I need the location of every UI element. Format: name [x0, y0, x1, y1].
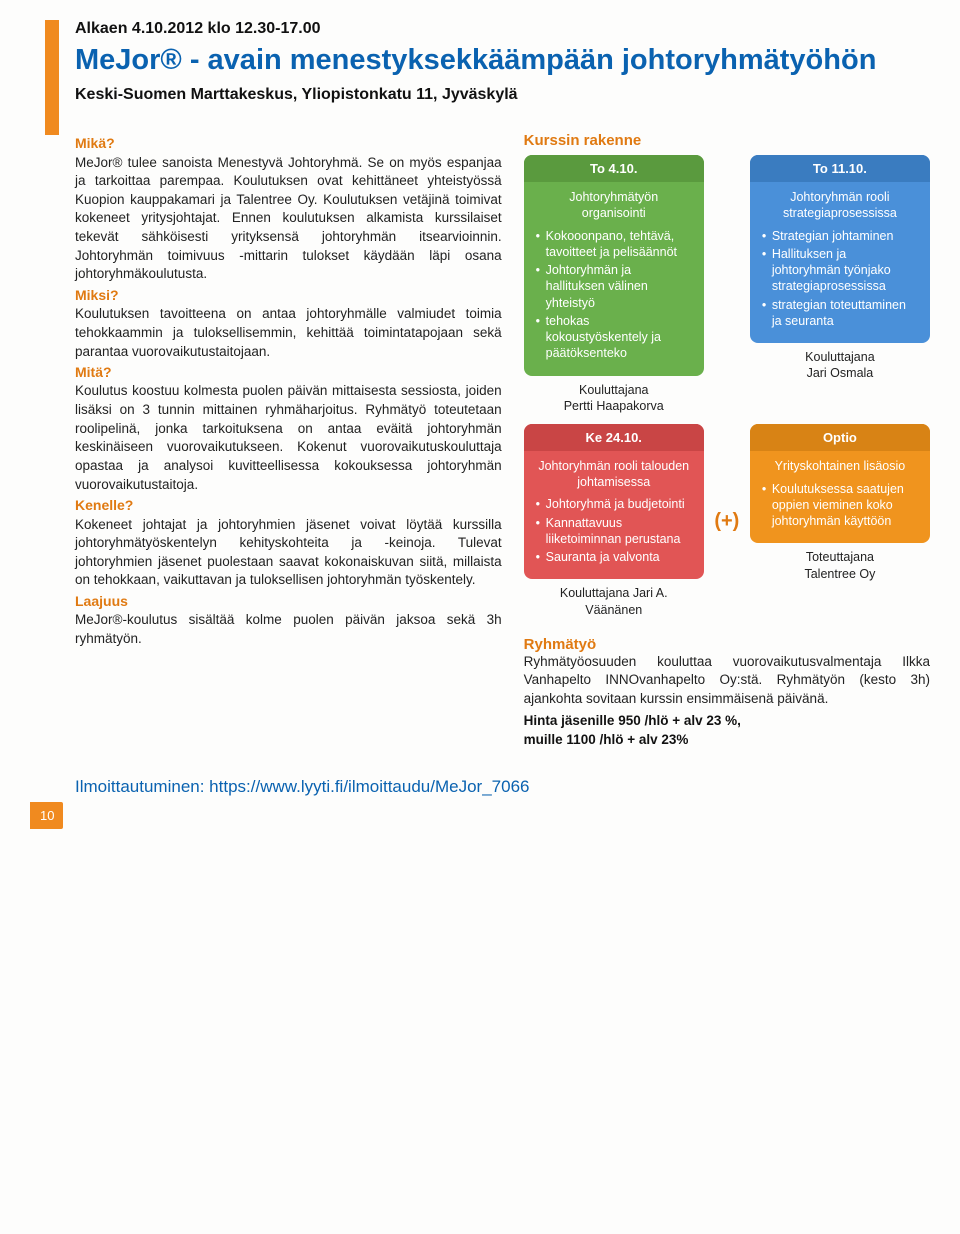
card-red-list: Johtoryhmä ja budjetointi Kannattavuus l…: [536, 496, 692, 565]
card-row-2: Ke 24.10. Johtoryhmän rooli talouden joh…: [524, 424, 930, 620]
page-title: MeJor® - avain menestyksekkäämpään johto…: [75, 42, 930, 78]
card-red-item: Johtoryhmä ja budjetointi: [536, 496, 692, 512]
card-green-item: tehokas kokoustyöskentely ja päätöksente…: [536, 313, 692, 362]
ryhmatyo-body: Ryhmätyöosuuden kouluttaa vuorovaikutusv…: [524, 653, 930, 709]
card-orange: Optio Yrityskohtainen lisäosio Koulutuks…: [750, 424, 930, 543]
accent-bar: [45, 20, 59, 135]
section-head-mita: Mitä?: [75, 363, 502, 382]
card-green-item: Kokooonpano, tehtävä, tavoitteet ja peli…: [536, 228, 692, 261]
header: Alkaen 4.10.2012 klo 12.30-17.00 MeJor® …: [75, 20, 930, 104]
card-green-header: To 4.10.: [524, 155, 704, 182]
date-line: Alkaen 4.10.2012 klo 12.30-17.00: [75, 20, 930, 38]
card-orange-footer: ToteuttajanaTalentree Oy: [750, 543, 930, 584]
card-green-list: Kokooonpano, tehtävä, tavoitteet ja peli…: [536, 228, 692, 362]
section-body-laajuus: MeJor®-koulutus sisältää kolme puolen pä…: [75, 611, 502, 648]
card-blue-body: Johtoryhmän rooli strategiaprosessissa S…: [750, 182, 930, 343]
card-row-1: To 4.10. Johtoryhmätyön organisointi Kok…: [524, 155, 930, 416]
card-orange-list: Koulutuksessa saatujen oppien vieminen k…: [762, 481, 918, 530]
card-red-footer: Kouluttajana Jari A.Väänänen: [524, 579, 704, 620]
section-head-kenelle: Kenelle?: [75, 496, 502, 515]
card-green-item: Johtoryhmän ja hallituksen välinen yhtei…: [536, 262, 692, 311]
card-blue-item: Hallituksen ja johtoryhmän työnjako stra…: [762, 246, 918, 295]
price-line-2: muille 1100 /hlö + alv 23%: [524, 732, 930, 747]
card-blue-item: strategian toteuttaminen ja seuranta: [762, 297, 918, 330]
ryhmatyo-heading: Ryhmätyö: [524, 636, 930, 653]
card-col-red: Ke 24.10. Johtoryhmän rooli talouden joh…: [524, 424, 704, 620]
card-green-lead: Johtoryhmätyön organisointi: [536, 190, 692, 221]
body-text-column: Mikä? MeJor® tulee sanoista Menestyvä Jo…: [75, 132, 502, 746]
content-columns: Mikä? MeJor® tulee sanoista Menestyvä Jo…: [75, 132, 930, 746]
card-blue-lead: Johtoryhmän rooli strategiaprosessissa: [762, 190, 918, 221]
section-body-mita: Koulutus koostuu kolmesta puolen päivän …: [75, 382, 502, 494]
card-blue-footer: KouluttajanaJari Osmala: [750, 343, 930, 384]
section-head-laajuus: Laajuus: [75, 592, 502, 611]
card-blue: To 11.10. Johtoryhmän rooli strategiapro…: [750, 155, 930, 343]
card-orange-header: Optio: [750, 424, 930, 451]
card-orange-body: Yrityskohtainen lisäosio Koulutuksessa s…: [750, 451, 930, 543]
card-green: To 4.10. Johtoryhmätyön organisointi Kok…: [524, 155, 704, 375]
card-blue-list: Strategian johtaminen Hallituksen ja joh…: [762, 228, 918, 330]
card-green-body: Johtoryhmätyön organisointi Kokooonpano,…: [524, 182, 704, 375]
card-red-item: Sauranta ja valvonta: [536, 549, 692, 565]
card-red-lead: Johtoryhmän rooli talouden johtamisessa: [536, 459, 692, 490]
card-red-body: Johtoryhmän rooli talouden johtamisessa …: [524, 451, 704, 579]
card-red-item: Kannattavuus liiketoiminnan perustana: [536, 515, 692, 548]
page-subtitle: Keski-Suomen Marttakeskus, Yliopistonkat…: [75, 86, 930, 104]
card-col-orange: Optio Yrityskohtainen lisäosio Koulutuks…: [750, 424, 930, 620]
card-red-header: Ke 24.10.: [524, 424, 704, 451]
sidebar-column: Kurssin rakenne To 4.10. Johtoryhmätyön …: [524, 132, 930, 746]
card-green-footer: KouluttajanaPertti Haapakorva: [524, 376, 704, 417]
card-orange-lead: Yrityskohtainen lisäosio: [762, 459, 918, 475]
section-body-mika: MeJor® tulee sanoista Menestyvä Johtoryh…: [75, 154, 502, 284]
plus-icon: (+): [714, 510, 740, 533]
card-col-green: To 4.10. Johtoryhmätyön organisointi Kok…: [524, 155, 704, 416]
card-red: Ke 24.10. Johtoryhmän rooli talouden joh…: [524, 424, 704, 579]
card-blue-item: Strategian johtaminen: [762, 228, 918, 244]
card-blue-header: To 11.10.: [750, 155, 930, 182]
registration-link[interactable]: Ilmoittautuminen: https://www.lyyti.fi/i…: [75, 777, 930, 797]
section-body-kenelle: Kokeneet johtajat ja johtoryhmien jäsene…: [75, 516, 502, 591]
card-orange-item: Koulutuksessa saatujen oppien vieminen k…: [762, 481, 918, 530]
page-root: Alkaen 4.10.2012 klo 12.30-17.00 MeJor® …: [30, 20, 930, 797]
page-number: 10: [30, 802, 63, 829]
kurssin-rakenne-label: Kurssin rakenne: [524, 132, 930, 149]
price-line-1: Hinta jäsenille 950 /hlö + alv 23 %,: [524, 713, 930, 728]
card-col-blue: To 11.10. Johtoryhmän rooli strategiapro…: [750, 155, 930, 416]
section-head-miksi: Miksi?: [75, 286, 502, 305]
section-head-mika: Mikä?: [75, 134, 502, 153]
section-body-miksi: Koulutuksen tavoitteena on antaa johtory…: [75, 305, 502, 361]
